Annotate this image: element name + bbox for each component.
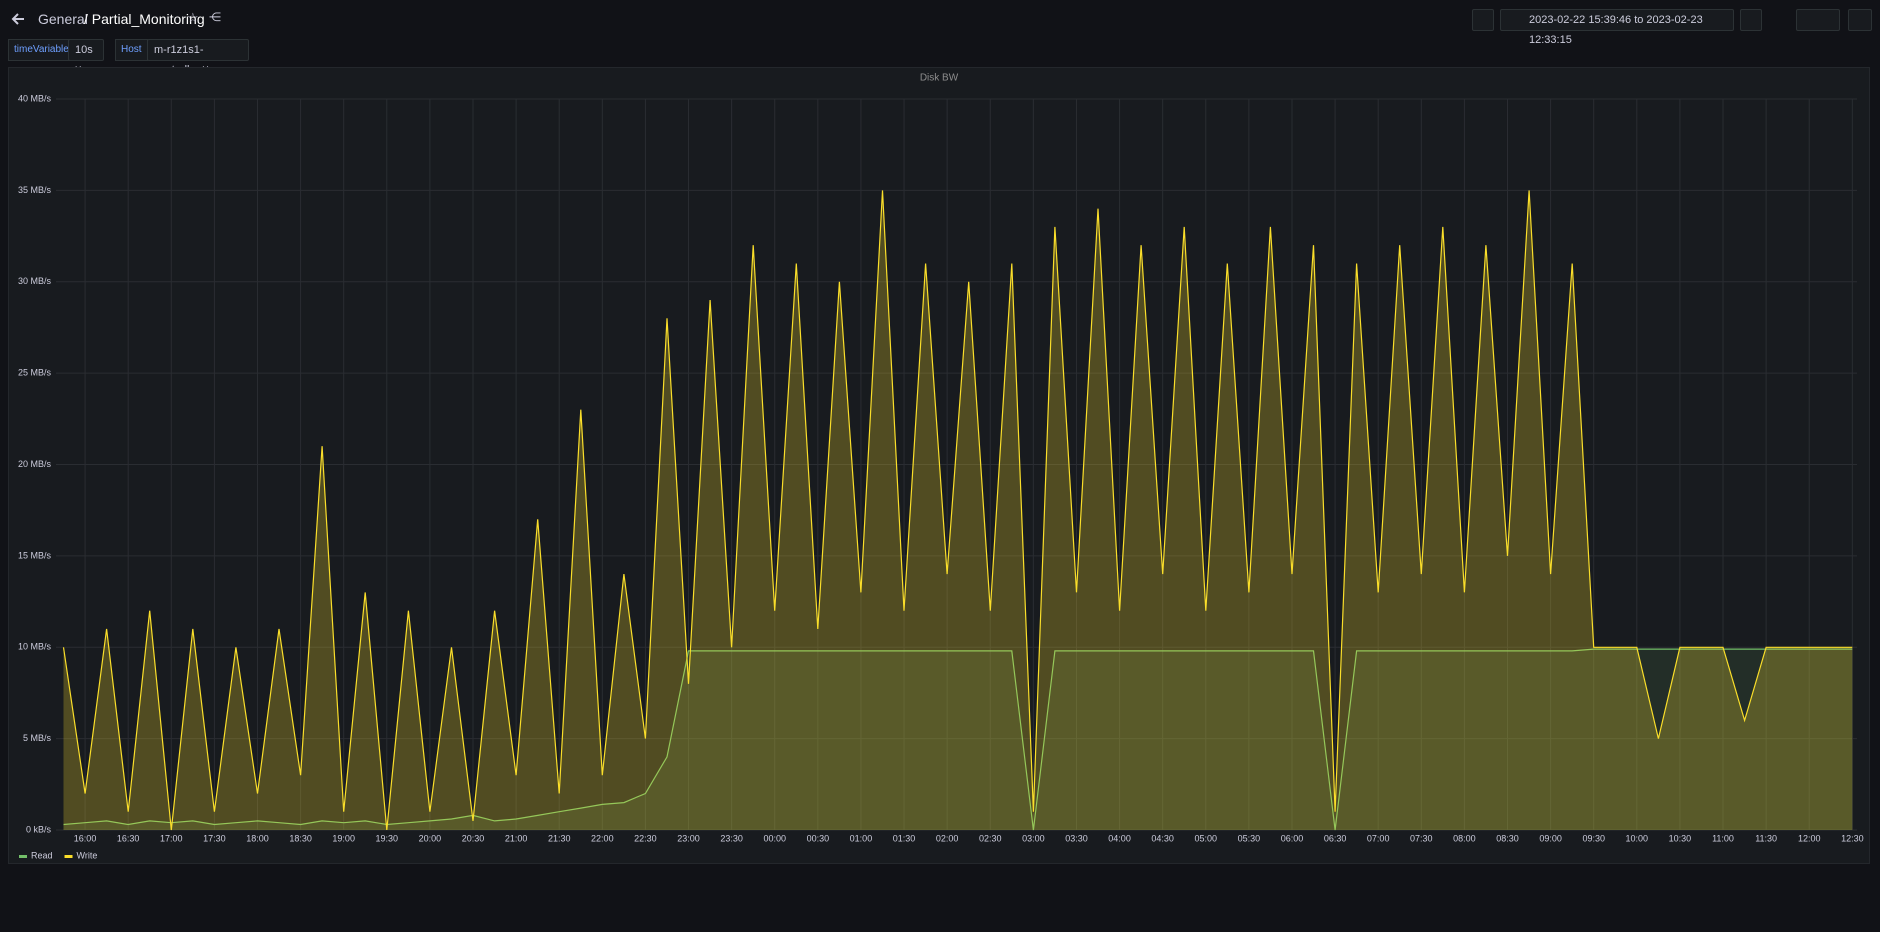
variable-select[interactable]: 10s ˅	[68, 39, 104, 61]
y-tick-label: 20 MB/s	[18, 459, 52, 469]
x-tick-label: 18:30	[289, 833, 312, 843]
x-tick-label: 09:30	[1582, 833, 1605, 843]
x-tick-label: 18:00	[246, 833, 269, 843]
x-tick-label: 05:00	[1195, 833, 1218, 843]
legend-swatch	[19, 855, 27, 858]
x-tick-label: 09:00	[1539, 833, 1562, 843]
x-tick-label: 03:30	[1065, 833, 1088, 843]
x-tick-label: 01:30	[893, 833, 916, 843]
x-tick-label: 12:30	[1841, 833, 1864, 843]
share-icon[interactable]: ⋲	[209, 10, 221, 24]
x-tick-label: 20:00	[419, 833, 442, 843]
x-tick-label: 11:00	[1712, 833, 1734, 843]
x-tick-label: 20:30	[462, 833, 485, 843]
refresh-button[interactable]	[1796, 9, 1840, 31]
tv-mode-button[interactable]	[1848, 9, 1872, 31]
y-tick-label: 10 MB/s	[18, 642, 52, 652]
x-tick-label: 10:30	[1669, 833, 1692, 843]
y-tick-label: 25 MB/s	[18, 368, 52, 378]
legend-label: Write	[77, 850, 98, 860]
x-tick-label: 03:00	[1022, 833, 1045, 843]
back-icon[interactable]	[10, 11, 26, 27]
zoom-out-button[interactable]	[1740, 9, 1762, 31]
x-tick-label: 22:30	[634, 833, 657, 843]
top-bar: General / Partial_Monitoring ☆ ⋲ 2023-02…	[0, 0, 1880, 40]
x-tick-label: 04:30	[1151, 833, 1174, 843]
panel: Disk BW 0 kB/s 5 MB/s 10 MB/s 15 MB/s 20 MB/…	[8, 67, 1870, 864]
series-area	[64, 190, 1853, 830]
x-tick-label: 17:00	[160, 833, 183, 843]
y-tick-label: 35 MB/s	[18, 185, 52, 195]
y-tick-label: 15 MB/s	[18, 550, 52, 560]
x-tick-label: 02:00	[936, 833, 959, 843]
legend-label: Read	[31, 850, 53, 860]
x-tick-label: 00:00	[763, 833, 786, 843]
x-tick-label: 23:30	[720, 833, 743, 843]
settings-button[interactable]	[1472, 9, 1494, 31]
variable-select[interactable]: m-r1z1s1-controller ˅	[147, 39, 249, 61]
legend-swatch	[65, 855, 73, 858]
x-tick-label: 19:00	[332, 833, 355, 843]
x-tick-label: 12:00	[1798, 833, 1821, 843]
y-tick-label: 30 MB/s	[18, 276, 52, 286]
x-tick-label: 00:30	[807, 833, 830, 843]
time-range: 2023-02-22 15:39:46 to 2023-02-23 12:33:…	[1529, 14, 1703, 46]
variable-label: timeVariable	[8, 39, 75, 61]
variable-value: 10s	[75, 44, 93, 56]
x-tick-label: 07:00	[1367, 833, 1390, 843]
x-tick-label: 11:30	[1755, 833, 1777, 843]
x-tick-label: 07:30	[1410, 833, 1433, 843]
x-tick-label: 06:30	[1324, 833, 1347, 843]
x-tick-label: 21:00	[505, 833, 528, 843]
x-tick-label: 05:30	[1238, 833, 1261, 843]
x-tick-label: 08:00	[1453, 833, 1476, 843]
y-tick-label: 5 MB/s	[23, 733, 52, 743]
breadcrumb-root[interactable]: General	[38, 11, 88, 27]
time-picker[interactable]: 2023-02-22 15:39:46 to 2023-02-23 12:33:…	[1500, 9, 1734, 31]
x-tick-label: 22:00	[591, 833, 614, 843]
x-tick-label: 02:30	[979, 833, 1002, 843]
x-tick-label: 17:30	[203, 833, 226, 843]
chart-title: Disk BW	[920, 73, 959, 84]
x-tick-label: 16:30	[117, 833, 140, 843]
x-tick-label: 21:30	[548, 833, 571, 843]
x-tick-label: 08:30	[1496, 833, 1519, 843]
variable-label: Host	[115, 39, 148, 61]
x-tick-label: 16:00	[74, 833, 97, 843]
x-tick-label: 19:30	[376, 833, 399, 843]
x-tick-label: 10:00	[1626, 833, 1649, 843]
x-tick-label: 23:00	[677, 833, 700, 843]
y-tick-label: 40 MB/s	[18, 93, 52, 103]
x-tick-label: 04:00	[1108, 833, 1131, 843]
x-tick-label: 01:00	[850, 833, 873, 843]
x-tick-label: 06:00	[1281, 833, 1304, 843]
star-icon[interactable]: ☆	[187, 10, 199, 26]
chart: Disk BW 0 kB/s 5 MB/s 10 MB/s 15 MB/s 20 MB/…	[9, 68, 1869, 863]
y-tick-label: 0 kB/s	[26, 824, 52, 834]
